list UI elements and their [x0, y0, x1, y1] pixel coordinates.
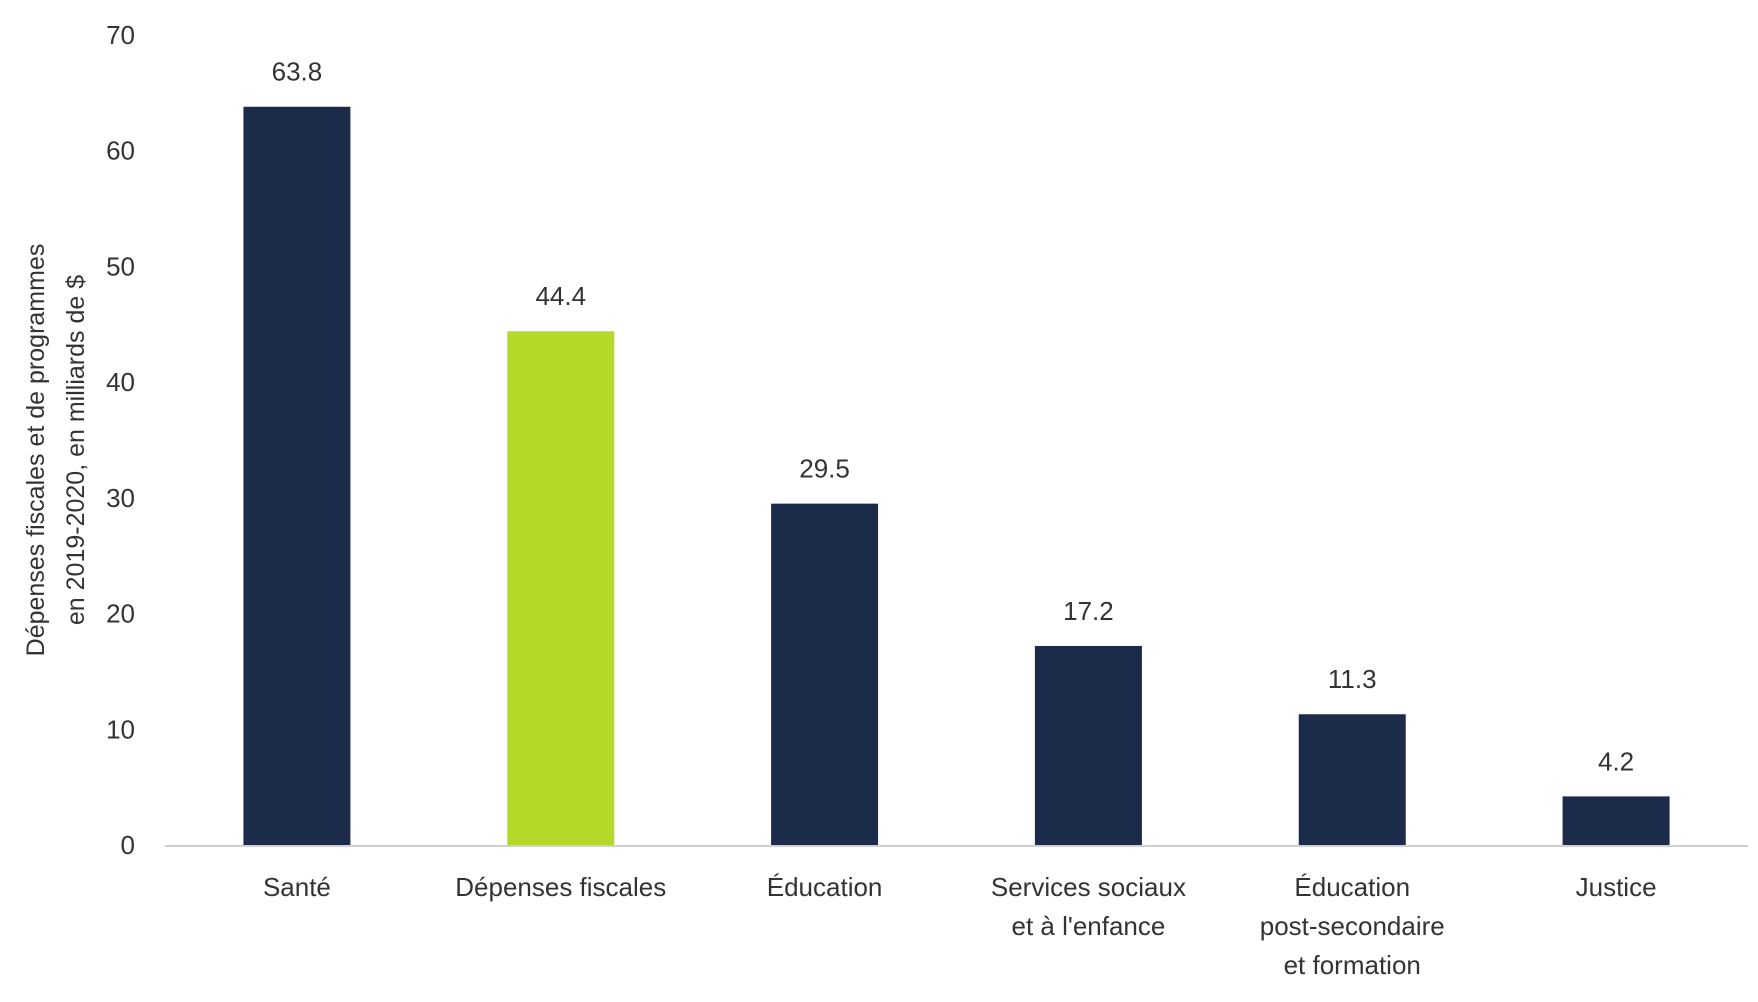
- x-tick-label-line: et à l'enfance: [1011, 911, 1165, 941]
- x-tick-label-line: Éducation: [1294, 872, 1410, 902]
- data-label: 4.2: [1598, 746, 1634, 776]
- x-tick-label-line: Éducation: [767, 872, 883, 902]
- data-label: 17.2: [1063, 596, 1114, 626]
- x-tick-label-line: Dépenses fiscales: [455, 872, 666, 902]
- y-tick-label: 0: [121, 830, 135, 860]
- bar: [1034, 645, 1142, 845]
- x-tick-label: Justice: [1576, 872, 1657, 902]
- y-tick-label: 40: [106, 367, 135, 397]
- bar: [507, 331, 615, 845]
- y-axis-title-line: Dépenses fiscales et de programmes: [22, 244, 50, 657]
- y-tick-label: 30: [106, 483, 135, 513]
- y-tick-label: 20: [106, 599, 135, 629]
- y-tick-label: 60: [106, 136, 135, 166]
- bar: [1298, 714, 1406, 845]
- x-tick-label: Services sociaux et à l'enfance: [991, 872, 1186, 941]
- data-label: 29.5: [799, 454, 850, 484]
- y-axis-title-line: en 2019-2020, en milliards de $: [62, 275, 90, 625]
- x-tick-label: Santé: [263, 872, 331, 902]
- value-labels: 63.8 44.4 29.5 17.2 11.3 4.2: [272, 57, 1635, 777]
- x-tick-label-line: et formation: [1284, 950, 1421, 980]
- bar: [771, 503, 879, 845]
- category-labels: Santé Dépenses fiscales Éducation Services …: [263, 872, 1657, 980]
- data-label: 11.3: [1328, 664, 1377, 694]
- y-tick-label: 70: [106, 20, 135, 50]
- x-tick-label-line: post-secondaire: [1260, 911, 1445, 941]
- bars: [243, 106, 1670, 845]
- y-tick-label: 10: [106, 714, 135, 744]
- x-tick-label-line: Justice: [1576, 872, 1657, 902]
- y-axis-title: Dépenses fiscales et de programmes en 201…: [22, 244, 90, 657]
- bar: [1562, 796, 1670, 845]
- data-label: 44.4: [535, 281, 586, 311]
- x-tick-label-line: Services sociaux: [991, 872, 1186, 902]
- y-tick-label: 50: [106, 251, 135, 281]
- y-axis-ticks: 0 10 20 30 40 50 60 70: [106, 20, 135, 860]
- bar: [243, 106, 351, 845]
- x-tick-label-line: Santé: [263, 872, 331, 902]
- x-tick-label: Éducation post-secondaire et formation: [1260, 872, 1445, 980]
- x-tick-label: Dépenses fiscales: [455, 872, 666, 902]
- x-tick-label: Éducation: [767, 872, 883, 902]
- data-label: 63.8: [272, 57, 323, 87]
